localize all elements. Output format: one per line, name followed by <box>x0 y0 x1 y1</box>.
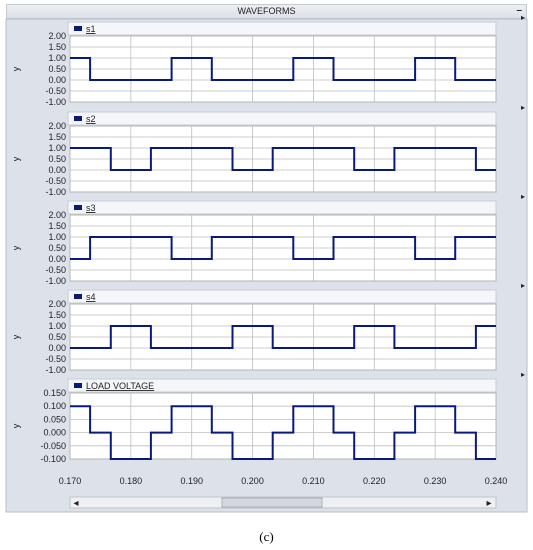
y-tick-label: -0.50 <box>45 354 66 364</box>
y-tick-label: -1.00 <box>45 97 66 107</box>
y-axis-label: y <box>11 334 21 339</box>
series-line <box>70 236 496 260</box>
panel-header <box>67 378 497 393</box>
legend-label: s4 <box>86 292 96 302</box>
y-tick-label: 0.50 <box>48 332 66 342</box>
y-tick-label: 0.050 <box>43 414 66 424</box>
y-tick-label: -1.00 <box>45 187 66 197</box>
y-tick-label: 0.00 <box>48 75 66 85</box>
panel-header <box>67 289 497 304</box>
panel-header <box>67 21 497 36</box>
x-tick-label: 0.200 <box>241 476 264 486</box>
y-tick-label: 0.00 <box>48 343 66 353</box>
window-title: WAVEFORMS <box>237 6 296 16</box>
x-tick-label: 0.220 <box>363 476 386 486</box>
y-tick-label: 1.00 <box>48 321 66 331</box>
expand-arrow-icon: ▸ <box>521 103 525 112</box>
y-tick-label: -1.00 <box>45 365 66 375</box>
legend-label: s3 <box>86 203 96 213</box>
minimize-button[interactable]: – <box>516 5 522 16</box>
legend-label: s2 <box>86 114 96 124</box>
panel-header <box>67 200 497 215</box>
y-tick-label: 0.000 <box>43 428 66 438</box>
y-tick-label: 0.50 <box>48 64 66 74</box>
y-tick-label: 2.00 <box>48 31 66 41</box>
y-tick-label: 1.50 <box>48 132 66 142</box>
x-tick-label: 0.190 <box>180 476 203 486</box>
y-tick-label: 1.00 <box>48 232 66 242</box>
legend-label: s1 <box>86 24 96 34</box>
series-line <box>70 57 496 81</box>
y-tick-label: 2.00 <box>48 299 66 309</box>
y-tick-label: 1.50 <box>48 310 66 320</box>
y-axis-label: y <box>11 66 21 71</box>
expand-arrow-icon: ▸ <box>521 192 525 201</box>
y-tick-label: -0.50 <box>45 176 66 186</box>
y-tick-label: -0.50 <box>45 86 66 96</box>
y-axis-label: y <box>11 423 21 428</box>
y-tick-label: 0.100 <box>43 401 66 411</box>
legend-swatch <box>74 294 82 299</box>
legend-swatch <box>74 205 82 210</box>
legend-label: LOAD VOLTAGE <box>86 381 154 391</box>
x-tick-label: 0.170 <box>59 476 82 486</box>
legend-swatch <box>74 383 82 388</box>
y-tick-label: 2.00 <box>48 121 66 131</box>
x-tick-label: 0.180 <box>120 476 143 486</box>
expand-arrow-icon: ▸ <box>521 370 525 379</box>
x-tick-label: 0.240 <box>485 476 508 486</box>
y-tick-label: 1.50 <box>48 42 66 52</box>
y-tick-label: 2.00 <box>48 210 66 220</box>
y-tick-label: 1.00 <box>48 143 66 153</box>
y-tick-label: -0.50 <box>45 265 66 275</box>
series-line <box>70 325 496 349</box>
y-tick-label: 0.50 <box>48 154 66 164</box>
y-tick-label: 1.50 <box>48 221 66 231</box>
y-tick-label: -1.00 <box>45 276 66 286</box>
y-tick-label: -0.100 <box>40 454 66 464</box>
y-tick-label: 0.50 <box>48 243 66 253</box>
y-tick-label: 0.00 <box>48 165 66 175</box>
scrollbar-thumb[interactable] <box>221 497 323 508</box>
waveform-plots: s1▸2.001.501.000.500.00-0.50-1.00ys2▸2.0… <box>5 13 528 513</box>
y-tick-label: 0.00 <box>48 254 66 264</box>
y-tick-label: 0.150 <box>43 388 66 398</box>
expand-arrow-icon: ▸ <box>521 13 525 22</box>
y-axis-label: y <box>11 245 21 250</box>
scroll-left-arrow-icon[interactable]: ◂ <box>73 498 78 509</box>
expand-arrow-icon: ▸ <box>521 281 525 290</box>
y-tick-label: -0.050 <box>40 441 66 451</box>
y-tick-label: 1.00 <box>48 53 66 63</box>
plot-area <box>69 392 497 460</box>
x-tick-label: 0.230 <box>424 476 447 486</box>
series-line <box>70 405 496 460</box>
series-line <box>70 147 496 171</box>
legend-swatch <box>74 116 82 121</box>
figure-caption: (c) <box>259 529 274 544</box>
panel-header <box>67 111 497 126</box>
legend-swatch <box>74 26 82 31</box>
scroll-right-arrow-icon[interactable]: ▸ <box>486 498 491 509</box>
y-axis-label: y <box>11 156 21 161</box>
x-tick-label: 0.210 <box>302 476 325 486</box>
